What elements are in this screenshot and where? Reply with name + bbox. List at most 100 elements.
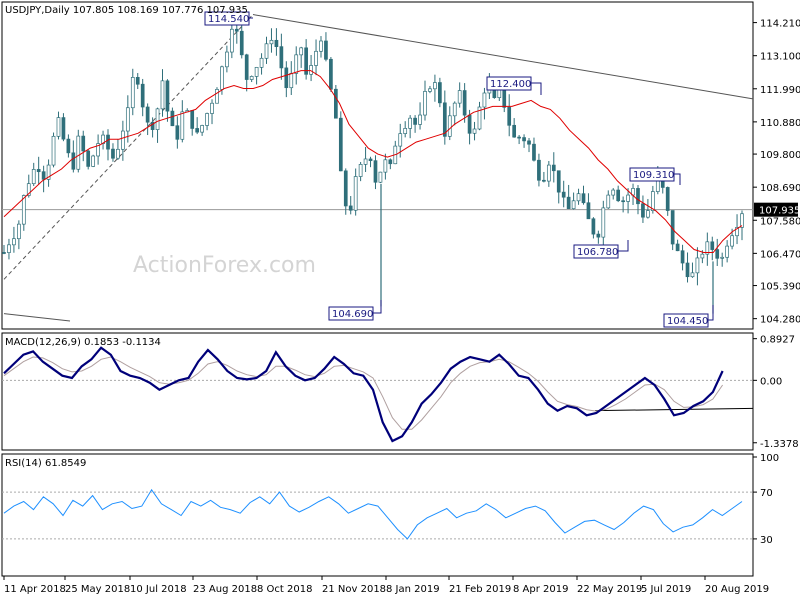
- candle-body: [546, 164, 551, 182]
- candle-body: [319, 40, 323, 52]
- candle-body: [7, 244, 11, 253]
- watermark: ActionForex.com: [133, 253, 316, 278]
- candle-body: [26, 183, 31, 196]
- macd-y-tick-label: 0.00: [760, 376, 782, 387]
- candle-body: [581, 193, 586, 204]
- candle-body: [368, 158, 373, 162]
- annotation-connector: [373, 300, 382, 314]
- candle-body: [215, 89, 219, 104]
- candle-body: [279, 46, 284, 69]
- candle-body: [249, 76, 254, 80]
- candle-body: [125, 107, 130, 132]
- candle-body: [334, 88, 338, 119]
- candle-body: [170, 110, 175, 127]
- candle-body: [200, 125, 204, 133]
- candle-body: [388, 159, 393, 165]
- price-y-tick-label: 110.880: [760, 118, 800, 129]
- price-y-tick-label: 105.390: [760, 282, 800, 293]
- candle-body: [56, 117, 61, 137]
- candle-body: [135, 77, 140, 85]
- candle-body: [254, 66, 259, 77]
- candle-body: [551, 164, 556, 172]
- current-price-label: 107.935: [759, 206, 800, 217]
- candle-body: [175, 125, 180, 140]
- candle-body: [160, 80, 165, 110]
- candle-body: [150, 121, 155, 130]
- price-annotation-label: 109.310: [633, 170, 674, 181]
- candle-body: [234, 28, 239, 32]
- candle-body: [338, 117, 343, 172]
- candle-body: [259, 57, 264, 68]
- candle-body: [695, 257, 700, 274]
- price-y-tick-label: 108.690: [760, 183, 800, 194]
- candle-body: [477, 106, 482, 130]
- axis-layer: 114.210 113.100 111.990 110.880 109.800 108.6…: [3, 19, 800, 595]
- candle-body: [507, 106, 512, 126]
- candle-body: [284, 67, 289, 89]
- macd-layer: [2, 346, 754, 443]
- rsi-layer: [2, 488, 753, 540]
- candle-body: [611, 189, 616, 196]
- candle-body: [462, 90, 467, 116]
- candle-body: [106, 134, 110, 150]
- candle-body: [482, 92, 487, 108]
- price-layer: 114.540 104.690 112.400 109.310 106.780 104.4…: [2, 11, 754, 328]
- candle-body: [408, 117, 412, 129]
- x-tick-label: 22 May 2019: [577, 584, 642, 595]
- candle-body: [190, 110, 195, 129]
- candle-body: [675, 243, 680, 252]
- price-annotation-label: 106.780: [577, 247, 618, 258]
- candle-body: [36, 169, 41, 173]
- candle-body: [433, 82, 437, 90]
- candle-body: [428, 88, 432, 92]
- price-y-tick-label: 106.470: [760, 249, 800, 260]
- candle-body: [606, 194, 611, 209]
- x-tick-label: 25 May 2018: [65, 584, 130, 595]
- candle-body: [329, 58, 333, 90]
- candle-body: [403, 128, 408, 134]
- macd-pane-frame: [1, 332, 754, 451]
- candle-body: [145, 106, 150, 123]
- candle-body: [71, 152, 76, 170]
- moving-average-line: [3, 70, 743, 253]
- candle-body: [165, 80, 170, 112]
- candle-body: [309, 65, 313, 75]
- candle-body: [348, 205, 353, 211]
- x-tick-label: 10 Jul 2018: [130, 584, 187, 595]
- candle-body: [269, 39, 274, 45]
- current-price-tag: [754, 202, 798, 217]
- candle-body: [685, 262, 690, 278]
- candle-body: [537, 159, 541, 181]
- candle-body: [304, 47, 308, 75]
- candle-body: [665, 187, 670, 211]
- x-tick-label: 21 Nov 2018: [322, 584, 386, 595]
- candle-body: [527, 140, 531, 145]
- price-y-tick-label: 109.800: [760, 150, 800, 161]
- candle-body: [363, 158, 368, 165]
- candle-body: [447, 115, 452, 137]
- candle-body: [725, 245, 729, 258]
- candle-body: [576, 193, 581, 202]
- candle-body: [442, 102, 447, 137]
- candle-body: [76, 135, 81, 170]
- candle-body: [452, 102, 457, 117]
- x-tick-label: 20 Aug 2019: [705, 584, 769, 595]
- price-y-tick-label: 107.580: [760, 216, 800, 227]
- candle-body: [700, 253, 705, 259]
- x-tick-label: 8 Jan 2019: [386, 584, 440, 595]
- candle-body: [418, 114, 422, 125]
- x-tick-label: 8 Oct 2018: [257, 584, 312, 595]
- candle-body: [705, 241, 710, 255]
- candle-body: [96, 143, 100, 157]
- candle-body: [299, 47, 304, 56]
- candle-body: [274, 39, 279, 48]
- candle-body: [517, 136, 521, 139]
- candle-body: [690, 272, 695, 278]
- candle-body: [358, 164, 363, 177]
- candle-body: [438, 82, 442, 104]
- candle-body: [542, 179, 546, 182]
- candle-body: [140, 83, 145, 108]
- x-tick-label: 11 Apr 2018: [4, 584, 66, 595]
